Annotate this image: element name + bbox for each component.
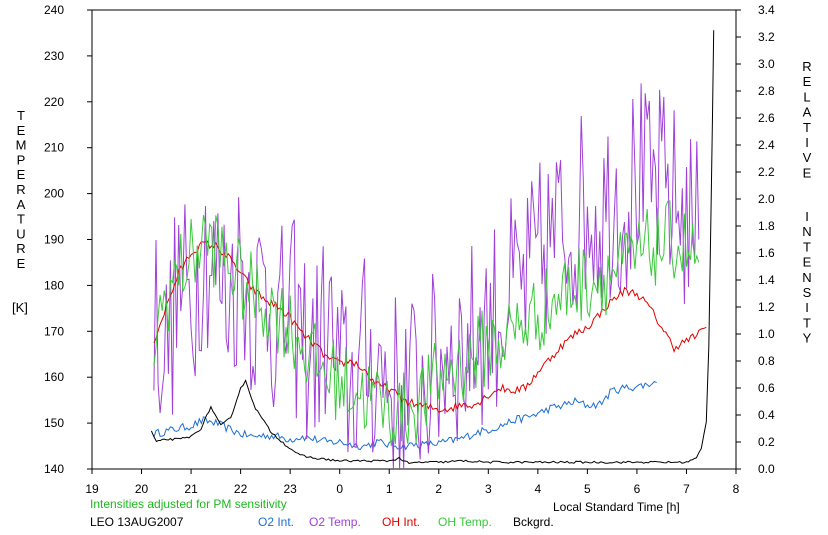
series-line-o2-int	[153, 381, 657, 451]
left-axis-unit: [K]	[12, 300, 28, 315]
y-right-tick-label: 3.2	[758, 30, 775, 44]
y-left-title-letter: P	[17, 152, 26, 167]
y-right-tick-label: 2.8	[758, 84, 775, 98]
y-right-title-letter: E	[803, 255, 812, 270]
legend-bckgrd: Bckgrd.	[513, 515, 554, 529]
y-right-tick-label: 2.2	[758, 165, 775, 179]
x-tick-label: 7	[683, 482, 690, 496]
x-tick-label: 2	[435, 482, 442, 496]
y-right-title-letter: I	[805, 135, 809, 150]
y-left-tick-label: 140	[44, 462, 64, 476]
axes-layer: 19 20 21 22 23 0 1 2 3 4 5 6 7 8140150160170180190200…	[16, 3, 812, 496]
y-right-tick-label: 3.4	[758, 3, 775, 17]
y-right-tick-label: 0.8	[758, 354, 775, 368]
y-right-title-letter: T	[803, 120, 811, 135]
y-right-tick-label: 3.0	[758, 57, 775, 71]
y-left-title-letter: M	[16, 138, 27, 153]
y-right-title-letter: I	[805, 209, 809, 224]
x-tick-label: 19	[85, 482, 99, 496]
y-right-title-letter: V	[803, 150, 812, 165]
series-line-bckgrd	[150, 30, 715, 464]
y-left-title-letter: T	[17, 108, 25, 123]
y-right-tick-label: 2.4	[758, 138, 775, 152]
y-right-title-letter: R	[802, 59, 811, 74]
y-left-tick-label: 190	[44, 233, 64, 247]
legend-o2-temp: O2 Temp.	[309, 515, 361, 529]
x-tick-label: 20	[135, 482, 149, 496]
y-left-tick-label: 220	[44, 95, 64, 109]
y-right-tick-label: 1.0	[758, 327, 775, 341]
y-right-title-letter: E	[803, 165, 812, 180]
y-left-title-letter: E	[17, 123, 26, 138]
y-right-title-letter: Y	[803, 331, 812, 346]
y-left-tick-label: 170	[44, 324, 64, 338]
sensitivity-note: Intensities adjusted for PM sensitivity	[90, 497, 287, 511]
x-tick-label: 1	[386, 482, 393, 496]
legend-oh-temp: OH Temp.	[438, 515, 492, 529]
y-left-tick-label: 200	[44, 187, 64, 201]
y-right-title-letter: S	[803, 285, 812, 300]
x-tick-label: 21	[184, 482, 198, 496]
legend-o2-int: O2 Int.	[258, 515, 295, 529]
x-tick-label: 23	[283, 482, 297, 496]
plot-frame	[91, 9, 737, 470]
x-tick-label: 0	[336, 482, 343, 496]
y-right-tick-label: 0.2	[758, 435, 775, 449]
y-left-title-letter: A	[17, 197, 26, 212]
series-layer	[150, 30, 715, 470]
y-right-title-letter: N	[802, 224, 811, 239]
y-right-tick-label: 2.0	[758, 192, 775, 206]
y-right-title-letter: L	[803, 89, 810, 104]
legend-oh-int: OH Int.	[382, 515, 421, 529]
y-left-tick-label: 150	[44, 416, 64, 430]
y-left-title-letter: T	[17, 212, 25, 227]
x-tick-label: 6	[634, 482, 641, 496]
y-left-title-letter: E	[17, 256, 26, 271]
x-tick-label: 5	[584, 482, 591, 496]
y-left-tick-label: 180	[44, 278, 64, 292]
y-left-tick-label: 160	[44, 370, 64, 384]
y-left-tick-label: 230	[44, 49, 64, 63]
y-left-tick-label: 210	[44, 141, 64, 155]
y-right-tick-label: 0.0	[758, 462, 775, 476]
y-right-title-letter: E	[803, 74, 812, 89]
y-left-title-letter: E	[17, 167, 26, 182]
y-left-title-letter: R	[16, 182, 25, 197]
y-left-title-letter: R	[16, 241, 25, 256]
y-right-tick-label: 1.8	[758, 219, 775, 233]
series-line-oh-int	[153, 240, 707, 413]
y-right-title-letter: I	[805, 300, 809, 315]
x-tick-label: 4	[535, 482, 542, 496]
y-left-tick-label: 240	[44, 3, 64, 17]
station-date-label: LEO 13AUG2007	[90, 515, 184, 529]
x-tick-label: 22	[234, 482, 248, 496]
x-tick-label: 3	[485, 482, 492, 496]
y-right-tick-label: 0.6	[758, 381, 775, 395]
y-right-title-letter: T	[803, 315, 811, 330]
y-right-title-letter: T	[803, 239, 811, 254]
y-right-tick-label: 0.4	[758, 408, 775, 422]
y-right-title-letter: N	[802, 270, 811, 285]
y-right-tick-label: 1.2	[758, 300, 775, 314]
y-right-tick-label: 1.6	[758, 246, 775, 260]
y-right-tick-label: 2.6	[758, 111, 775, 125]
y-right-tick-label: 1.4	[758, 273, 775, 287]
series-line-oh-temp	[153, 200, 700, 447]
x-tick-label: 8	[733, 482, 740, 496]
y-left-title-letter: U	[16, 226, 25, 241]
x-axis-title: Local Standard Time [h]	[553, 500, 680, 514]
y-right-title-letter: A	[803, 105, 812, 120]
